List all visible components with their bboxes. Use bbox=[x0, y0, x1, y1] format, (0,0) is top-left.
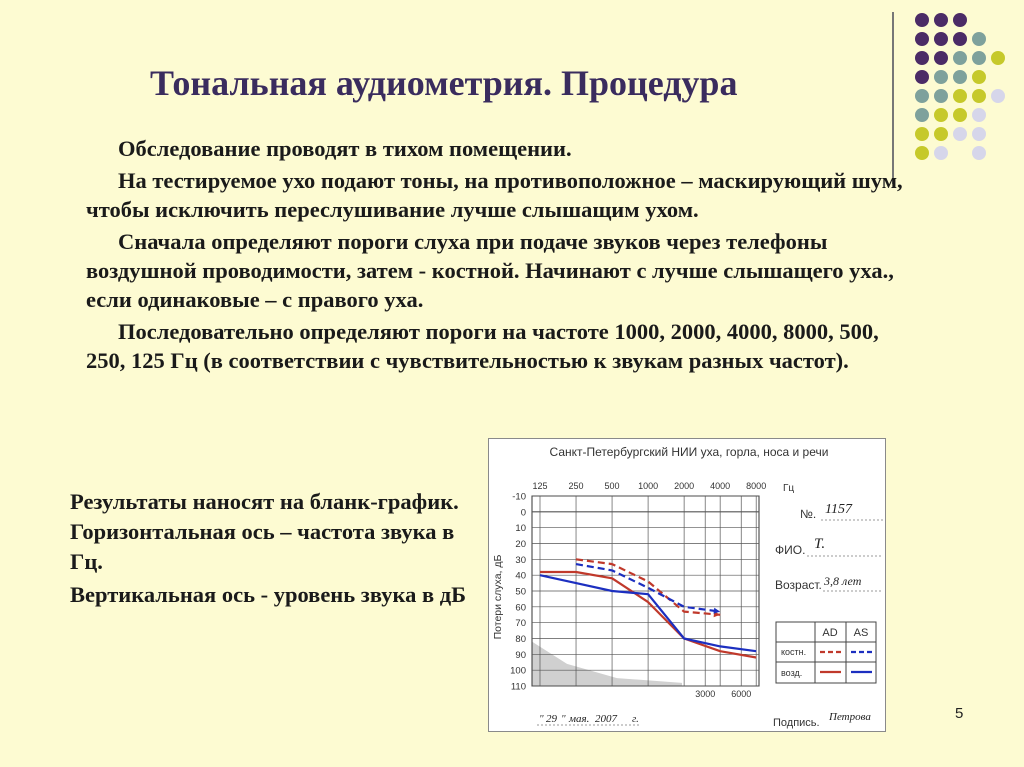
audiogram-form: Санкт-Петербургский НИИ уха, горла, носа… bbox=[488, 438, 886, 732]
series-line bbox=[575, 563, 721, 613]
date-day: 29 bbox=[546, 713, 558, 725]
paragraph-air-bone-order: Сначала определяют пороги слуха при пода… bbox=[86, 229, 894, 312]
legend-row-air: возд. bbox=[781, 668, 802, 678]
audiogram-ticks: -10 0 10 20 30 40 50 60 70 80 90 100 110 125 250 500 100… bbox=[510, 481, 766, 699]
y-tick-label: 20 bbox=[515, 539, 526, 550]
dot bbox=[953, 108, 967, 122]
dot bbox=[934, 89, 948, 103]
sign-value: Петрова bbox=[828, 711, 871, 723]
dot bbox=[934, 13, 948, 27]
x-axis-unit: Гц bbox=[783, 483, 794, 494]
x-tick-label: 4000 bbox=[710, 481, 730, 491]
dot bbox=[953, 13, 967, 27]
dot bbox=[991, 89, 1005, 103]
y-tick-label: 100 bbox=[510, 666, 526, 677]
x-tick-label: 500 bbox=[605, 481, 620, 491]
slide-title: Тональная аудиометрия. Процедура bbox=[150, 63, 738, 103]
paragraph-masking-noise: На тестируемое ухо подают тоны, на проти… bbox=[86, 168, 903, 222]
procedure-text: Обследование проводят в тихом помещении.… bbox=[86, 134, 921, 378]
date-quote-open: " bbox=[539, 713, 544, 725]
dot bbox=[953, 89, 967, 103]
y-tick-label: 110 bbox=[511, 682, 526, 693]
sign-label: Подпись. bbox=[773, 717, 820, 729]
date-quote-close: " bbox=[561, 713, 566, 725]
age-value: 3,8 лет bbox=[823, 574, 862, 588]
dot bbox=[915, 108, 929, 122]
y-tick-label: 30 bbox=[515, 555, 526, 566]
fio-label: ФИО. bbox=[775, 543, 805, 557]
dot bbox=[972, 108, 986, 122]
y-tick-label: 0 bbox=[521, 507, 526, 518]
y-tick-label: 40 bbox=[515, 571, 526, 582]
paragraph-quiet-room: Обследование проводят в тихом помещении. bbox=[118, 136, 572, 161]
dot bbox=[972, 146, 986, 160]
y-tick-label: 90 bbox=[515, 650, 526, 661]
legend-col-ad: AD bbox=[822, 627, 837, 639]
audiogram-grid bbox=[531, 495, 760, 687]
paragraph-results-axes: Результаты наносят на бланк-график. Гори… bbox=[70, 489, 459, 574]
dot bbox=[953, 51, 967, 65]
y-axis-label: Потери слуха, дБ bbox=[492, 555, 504, 640]
dot bbox=[934, 108, 948, 122]
dot bbox=[915, 70, 929, 84]
y-tick-label: 60 bbox=[515, 602, 526, 613]
dot bbox=[972, 70, 986, 84]
title-divider bbox=[892, 12, 894, 184]
x-tick-label: 125 bbox=[532, 481, 547, 491]
series-line bbox=[575, 558, 721, 616]
legend-row-bone: костн. bbox=[781, 647, 806, 657]
form-header: Санкт-Петербургский НИИ уха, горла, носа… bbox=[550, 445, 829, 459]
dot bbox=[934, 51, 948, 65]
number-label: №. bbox=[800, 507, 816, 521]
dot bbox=[972, 32, 986, 46]
dot bbox=[972, 51, 986, 65]
dot bbox=[991, 51, 1005, 65]
x-tick-label: 1000 bbox=[638, 481, 658, 491]
audiogram-svg: Санкт-Петербургский НИИ уха, горла, носа… bbox=[492, 445, 883, 729]
x-tick-label: 8000 bbox=[746, 481, 766, 491]
legend-table: AD AS костн. возд. bbox=[775, 621, 877, 684]
x-tick-label-bottom: 6000 bbox=[731, 689, 751, 699]
dot bbox=[915, 51, 929, 65]
x-tick-label: 250 bbox=[569, 481, 584, 491]
y-tick-label: 80 bbox=[515, 634, 526, 645]
x-tick-label-bottom: 3000 bbox=[695, 689, 715, 699]
audiogram-series bbox=[539, 558, 757, 659]
series-line bbox=[539, 574, 757, 653]
dot bbox=[953, 32, 967, 46]
dot bbox=[915, 13, 929, 27]
dot bbox=[953, 70, 967, 84]
dot bbox=[934, 32, 948, 46]
dot bbox=[934, 70, 948, 84]
y-tick-label: -10 bbox=[512, 492, 526, 503]
fio-value: Т. bbox=[814, 536, 825, 552]
x-tick-label: 2000 bbox=[674, 481, 694, 491]
date-month: мая. bbox=[568, 713, 589, 725]
normal-hearing-shade bbox=[532, 641, 682, 686]
dot bbox=[934, 127, 948, 141]
results-text: Результаты наносят на бланк-график. Гори… bbox=[70, 487, 470, 613]
y-tick-label: 10 bbox=[515, 523, 526, 534]
series-arrowhead bbox=[713, 607, 721, 614]
dot bbox=[972, 127, 986, 141]
date-suffix: г. bbox=[632, 713, 639, 725]
dot bbox=[953, 127, 967, 141]
age-label: Возраст. bbox=[775, 578, 822, 592]
paragraph-frequency-order: Последовательно определяют пороги на час… bbox=[86, 319, 879, 373]
y-tick-label: 50 bbox=[515, 587, 526, 598]
dot bbox=[915, 89, 929, 103]
legend-col-as: AS bbox=[854, 627, 869, 639]
date-year: 2007 bbox=[595, 713, 618, 725]
y-tick-label: 70 bbox=[515, 618, 526, 629]
series-line bbox=[540, 570, 757, 659]
dot bbox=[915, 32, 929, 46]
dot bbox=[934, 146, 948, 160]
dot-pattern bbox=[915, 13, 1005, 160]
dot bbox=[972, 89, 986, 103]
number-value: 1157 bbox=[825, 502, 853, 517]
paragraph-vertical-axis: Вертикальная ось - уровень звука в дБ bbox=[70, 582, 466, 607]
page-number: 5 bbox=[955, 705, 964, 722]
